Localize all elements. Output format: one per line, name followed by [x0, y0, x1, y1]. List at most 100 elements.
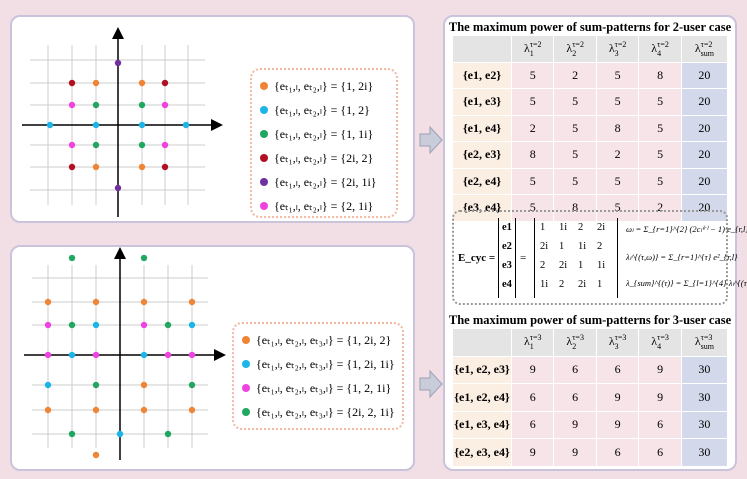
constellation-point [44, 298, 52, 306]
cell: 20 [680, 114, 729, 142]
row-label: {e2, e3, e4} [452, 438, 512, 467]
constellation-point [138, 121, 146, 129]
row: {e1, e2} 5 2 5 8 20 [452, 61, 729, 89]
header-base: λ [694, 40, 701, 55]
matrix-entry: 1i [559, 222, 568, 233]
matrix-entry: 2i [559, 260, 568, 271]
cell: 9 [595, 410, 640, 439]
header-sup: τ=2 [529, 39, 542, 49]
header-sup: τ=3 [572, 333, 584, 343]
cell: 9 [638, 355, 682, 384]
cell: 5 [595, 194, 640, 222]
legend-item: {eₜ₁,ₗ, eₜ₂,ₗ} = {2i, 2} [260, 146, 388, 170]
header-base: λ [566, 334, 573, 348]
header-sup: τ=3 [614, 333, 627, 343]
row-label: {e1, e2} [452, 61, 512, 89]
matrix-entry: 1 [597, 279, 603, 290]
constellation-point [164, 321, 172, 329]
legend-item: {eₜ₁,ₗ, eₜ₂,ₗ} = {1, 2} [260, 98, 388, 122]
legend-label: {eₜ₁,ₗ, eₜ₂,ₗ} = {1, 1i} [274, 126, 374, 141]
constellation-point [140, 381, 148, 389]
constellation-point [188, 321, 196, 329]
constellation-point [138, 163, 146, 171]
row-label: {e1, e2, e4} [452, 383, 512, 412]
header-sub: 2 [572, 48, 577, 58]
legend-marker [242, 360, 250, 368]
legend-marker [260, 202, 268, 210]
header-base: λ [608, 40, 615, 55]
header-cell: λ τ=2 1 [510, 35, 555, 63]
constellation-point [161, 163, 169, 171]
matrix-entry: 1 [559, 241, 565, 252]
row-label: {e1, e4} [452, 114, 512, 142]
legend-2user: {eₜ₁,ₗ, eₜ₂,ₗ} = {1, 2i} {eₜ₁,ₗ, eₜ₂,ₗ} =… [250, 68, 398, 218]
constellation-point [164, 351, 172, 359]
header-scripts: τ=3 2 [572, 333, 584, 351]
matrix-entry: 1 [540, 222, 546, 233]
matrix-entry: 2i [578, 279, 587, 290]
header-row: λ τ=2 1 λ τ=2 2 λ τ=2 3 λ τ=2 4 λ τ=2 sum [452, 35, 729, 63]
cell: 5 [510, 61, 555, 89]
header-sup: τ=2 [572, 39, 584, 49]
cell: 6 [553, 355, 597, 384]
constellation-point [138, 79, 146, 87]
table-title: The maximum power of sum-patterns for 3-… [448, 313, 732, 327]
equals: = [520, 252, 527, 264]
constellation-point [68, 141, 76, 149]
row: {e2, e3} 8 5 2 5 20 [452, 141, 729, 169]
constellation-point [182, 121, 190, 129]
header-cell: λ τ=3 1 [510, 328, 555, 357]
legend-item: {eₜ₁,ₗ, eₜ₂,ₗ, eₜ₃,ₗ} = {1, 2i, 1i} [242, 352, 395, 376]
formula: ωₗ = Σ_{r=1}^{2} (2cₗ⁽ʳ⁾ − 1)·e_{r,l} [626, 224, 747, 234]
cell: 30 [680, 383, 729, 412]
cell: 20 [680, 141, 729, 169]
header-base: λ [608, 334, 615, 348]
cell: 6 [510, 383, 555, 412]
vector: e1 e2 e3 e4 [498, 218, 516, 298]
header-cell: λ τ=3 sum [680, 328, 729, 357]
legend-3user: {eₜ₁,ₗ, eₜ₂,ₗ, eₜ₃,ₗ} = {1, 2i, 2} {eₜ₁,ₗ… [232, 322, 404, 430]
cell: 20 [680, 167, 729, 195]
header-sub: 4 [657, 48, 662, 58]
header-sub: 2 [572, 342, 577, 352]
matrix-entry: 2 [559, 279, 565, 290]
constellation-point [161, 141, 169, 149]
cell: 5 [553, 167, 597, 195]
constellation-point [161, 79, 169, 87]
header-scripts: τ=2 3 [615, 40, 627, 58]
cell: 30 [680, 438, 729, 467]
header-sub: sum [700, 48, 714, 58]
constellation-point [164, 430, 172, 438]
matrix-entry: 1 [578, 260, 584, 271]
header-sup: τ=2 [700, 39, 713, 49]
cell: 20 [680, 61, 729, 89]
constellation-point [44, 406, 52, 414]
header-sup: τ=3 [700, 333, 713, 343]
legend-item: {eₜ₁,ₗ, eₜ₂,ₗ} = {1, 2i} [260, 74, 388, 98]
legend-marker [260, 82, 268, 90]
cell: 5 [595, 167, 640, 195]
constellation-point [92, 451, 100, 459]
cell: 8 [638, 61, 682, 89]
header-base: λ [651, 334, 658, 348]
matrix: 1 1i 2 2i 2i 1 1i 2 2 2i 1 1i 1i 2 2i 1 [534, 218, 618, 298]
cell: 2 [638, 194, 682, 222]
matrix-entry: 2i [597, 222, 606, 233]
legend-marker [260, 130, 268, 138]
legend-label: {eₜ₁,ₗ, eₜ₂,ₗ} = {1, 2i} [274, 78, 374, 93]
vector-entry: e4 [502, 279, 512, 290]
vector-entry: e3 [502, 260, 512, 271]
header-sup: τ=3 [529, 333, 542, 343]
legend-marker [242, 384, 250, 392]
constellation-point [188, 298, 196, 306]
matrix-entry: 1i [578, 241, 587, 252]
constellation-point [92, 101, 100, 109]
cell: 6 [595, 438, 640, 467]
constellation-point [138, 101, 146, 109]
constellation-point [68, 351, 76, 359]
cell: 5 [638, 88, 682, 116]
constellation-point [68, 254, 76, 262]
matrix-entry: 2 [540, 260, 546, 271]
